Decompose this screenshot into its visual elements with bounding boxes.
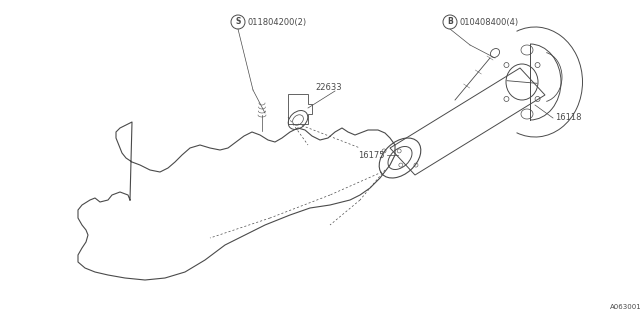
- Text: 16175: 16175: [358, 150, 385, 159]
- Text: S: S: [236, 18, 241, 27]
- Text: 011804200(2): 011804200(2): [248, 18, 307, 27]
- Text: B: B: [447, 18, 453, 27]
- Text: 16118: 16118: [555, 114, 582, 123]
- Text: 22633: 22633: [315, 84, 342, 92]
- Text: A063001060: A063001060: [610, 304, 640, 310]
- Text: 010408400(4): 010408400(4): [460, 18, 519, 27]
